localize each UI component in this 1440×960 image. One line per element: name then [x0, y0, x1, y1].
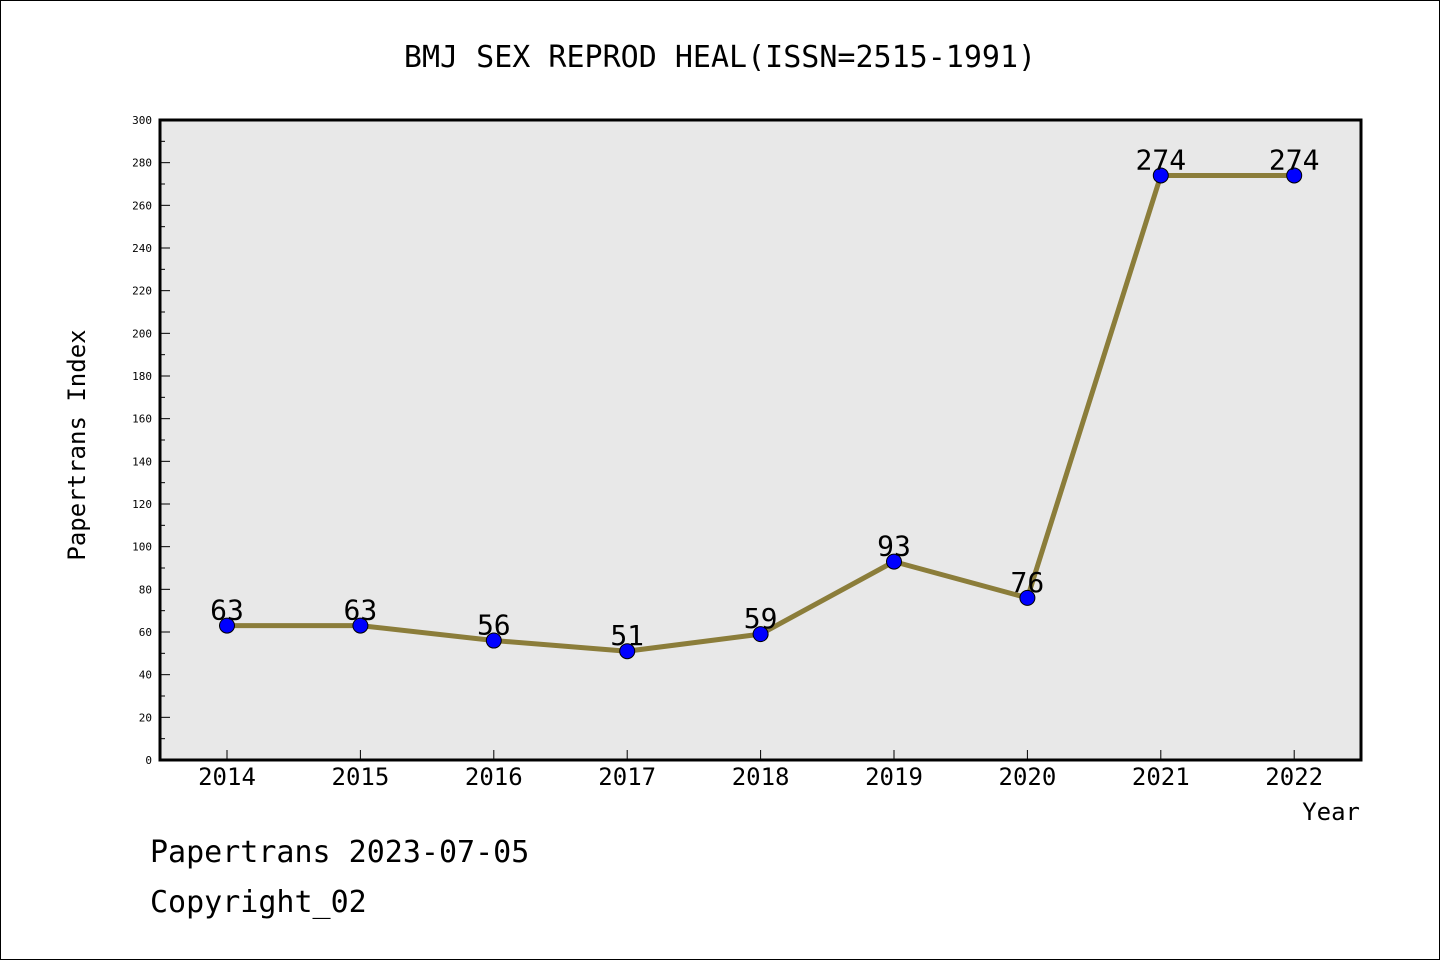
y-tick-label: 160	[132, 413, 152, 426]
x-tick-label: 2015	[332, 763, 390, 791]
y-tick-label: 220	[132, 285, 152, 298]
y-tick-label: 240	[132, 242, 152, 255]
y-tick-label: 20	[139, 711, 152, 724]
x-tick-label: 2019	[865, 763, 923, 791]
data-label: 51	[610, 619, 644, 652]
y-tick-label: 200	[132, 327, 152, 340]
y-tick-label: 260	[132, 199, 152, 212]
y-axis-ticks: 0 20 40 60 80 100 120 140 160 180 200 220 240 260 280 3…	[132, 114, 170, 767]
y-tick-label: 80	[139, 583, 152, 596]
data-point	[1152, 167, 1169, 184]
y-tick-label: 120	[132, 498, 152, 511]
y-axis-label: Papertrans Index	[63, 329, 91, 560]
y-tick-label: 0	[145, 754, 152, 767]
data-label: 76	[1011, 566, 1045, 599]
x-tick-label: 2016	[465, 763, 523, 791]
x-tick-label: 2014	[198, 763, 256, 791]
data-point	[1019, 589, 1036, 606]
data-label: 274	[1269, 143, 1320, 176]
data-label: 63	[344, 594, 378, 627]
x-tick-label: 2021	[1132, 763, 1190, 791]
data-point	[485, 632, 502, 649]
y-tick-label: 300	[132, 114, 152, 127]
data-point	[619, 643, 636, 660]
data-point	[886, 553, 902, 570]
x-axis-ticks: 2014 2015 2016 2017 2018 2019 2020 2021 2022	[198, 750, 1323, 791]
y-tick-label: 140	[132, 455, 152, 468]
x-axis-label: Year	[1302, 798, 1360, 826]
y-tick-label: 180	[132, 370, 152, 383]
y-tick-label: 40	[139, 669, 152, 682]
data-point	[219, 617, 235, 634]
plot-area	[158, 118, 1363, 762]
x-tick-label: 2020	[999, 763, 1057, 791]
data-label: 56	[477, 609, 511, 642]
data-point	[352, 617, 369, 634]
chart-title: BMJ SEX REPROD HEAL(ISSN=2515-1991)	[404, 40, 1036, 75]
data-label: 93	[877, 530, 911, 563]
footer-date-text: Papertrans 2023-07-05	[150, 835, 530, 870]
y-tick-label: 60	[139, 626, 152, 639]
data-point	[1286, 167, 1303, 184]
y-tick-label: 280	[132, 157, 152, 170]
footer-copyright-text: Copyright_02	[150, 885, 367, 920]
x-tick-label: 2022	[1265, 763, 1323, 791]
data-point	[752, 626, 769, 643]
x-tick-label: 2017	[598, 763, 656, 791]
data-label: 59	[744, 602, 778, 635]
x-tick-label: 2018	[732, 763, 790, 791]
series-line-group: 63 63 56 51 59 93 76 274 274	[210, 143, 1320, 660]
data-label: 274	[1136, 143, 1187, 176]
y-tick-label: 100	[132, 541, 152, 554]
data-label: 63	[210, 594, 244, 627]
